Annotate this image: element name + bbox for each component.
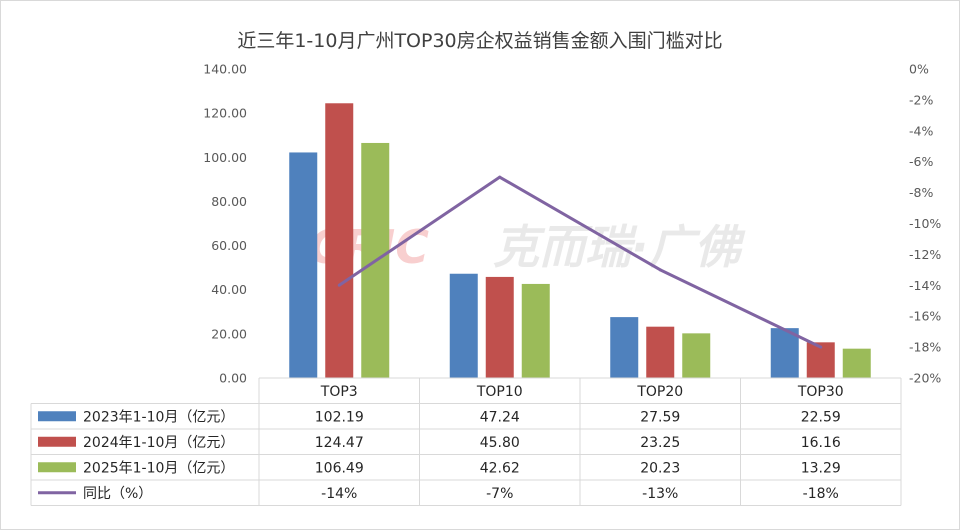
y-left-tick-label: 20.00 — [211, 326, 247, 341]
data-label: 22.59 — [801, 409, 841, 425]
data-label: -14% — [321, 486, 357, 502]
legend-swatch — [38, 436, 76, 447]
bar — [485, 276, 514, 378]
y-left-tick-label: 140.00 — [203, 62, 247, 77]
bar — [646, 326, 675, 378]
data-label: -13% — [642, 486, 678, 502]
y-right-tick-label: -10% — [909, 216, 941, 231]
y-right-tick-label: -18% — [909, 340, 941, 355]
y-right-tick-label: -8% — [909, 185, 933, 200]
y-right-tick-label: -16% — [909, 309, 941, 324]
y-left-tick-label: 0.00 — [219, 371, 247, 386]
legend-label: 2023年1-10月（亿元） — [83, 409, 234, 425]
y-left-tick-label: 60.00 — [211, 238, 247, 253]
yoy-line — [337, 175, 823, 349]
legend-label: 2024年1-10月（亿元） — [83, 435, 234, 451]
y-right-tick-label: -12% — [909, 247, 941, 262]
category-label: TOP3 — [320, 384, 358, 400]
data-label: 20.23 — [640, 460, 680, 476]
bar — [770, 328, 799, 378]
legend-label: 同比（%） — [83, 486, 152, 502]
bar — [682, 333, 711, 378]
data-label: 16.16 — [801, 435, 841, 451]
yoy-point — [819, 345, 823, 349]
y-right-tick-label: -14% — [909, 278, 941, 293]
data-label: 124.47 — [315, 435, 364, 451]
data-label: -7% — [486, 486, 513, 502]
legend-label: 2025年1-10月（亿元） — [83, 460, 234, 476]
y-right-tick-label: -20% — [909, 371, 941, 386]
y-right-tick-label: -2% — [909, 92, 933, 107]
data-label: 23.25 — [640, 435, 680, 451]
data-label: 102.19 — [315, 409, 364, 425]
yoy-point — [498, 175, 502, 179]
legend-swatch — [38, 462, 76, 473]
data-label: 42.62 — [480, 460, 520, 476]
bar — [521, 283, 550, 378]
chart-title: 近三年1-10月广州TOP30房企权益销售金额入围门槛对比 — [237, 30, 722, 52]
y-left-tick-label: 80.00 — [211, 194, 247, 209]
yoy-point — [337, 283, 341, 287]
data-table: TOP3 TOP10 TOP20 TOP30 2023年1-10月（亿元） 102.19 4… — [30, 377, 902, 506]
data-label: 106.49 — [315, 460, 364, 476]
data-label: 27.59 — [640, 409, 680, 425]
y-right-tick-label: 0% — [909, 62, 929, 77]
yoy-line-path — [338, 175, 822, 349]
data-label: 47.24 — [480, 409, 520, 425]
bar — [289, 152, 318, 378]
data-label: -18% — [803, 486, 839, 502]
bar — [449, 273, 478, 378]
bar — [325, 103, 354, 379]
y-left-tick-label: 100.00 — [203, 150, 247, 165]
y-right-tick-label: -6% — [909, 154, 933, 169]
y-right-tick-label: -4% — [909, 123, 933, 138]
bar — [842, 348, 871, 378]
yoy-point — [658, 268, 662, 272]
bar — [610, 317, 639, 378]
category-label: TOP30 — [797, 384, 844, 400]
y-left-tick-label: 40.00 — [211, 282, 247, 297]
y-left-tick-label: 120.00 — [203, 106, 247, 121]
data-label: 13.29 — [801, 460, 841, 476]
legend-swatch — [38, 411, 76, 422]
data-label: 45.80 — [480, 435, 520, 451]
category-label: TOP10 — [476, 384, 523, 400]
category-label: TOP20 — [636, 384, 683, 400]
